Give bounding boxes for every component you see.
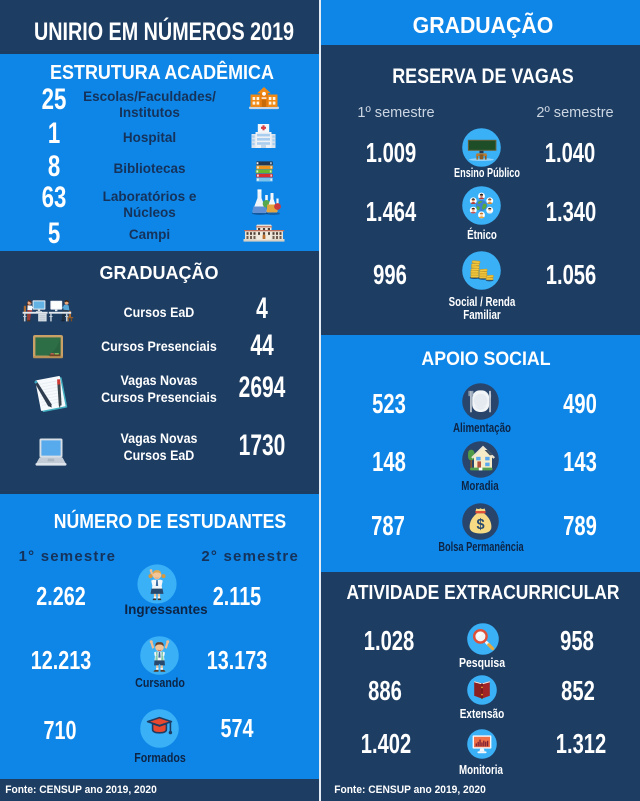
svg-text:$: $ xyxy=(476,516,484,532)
